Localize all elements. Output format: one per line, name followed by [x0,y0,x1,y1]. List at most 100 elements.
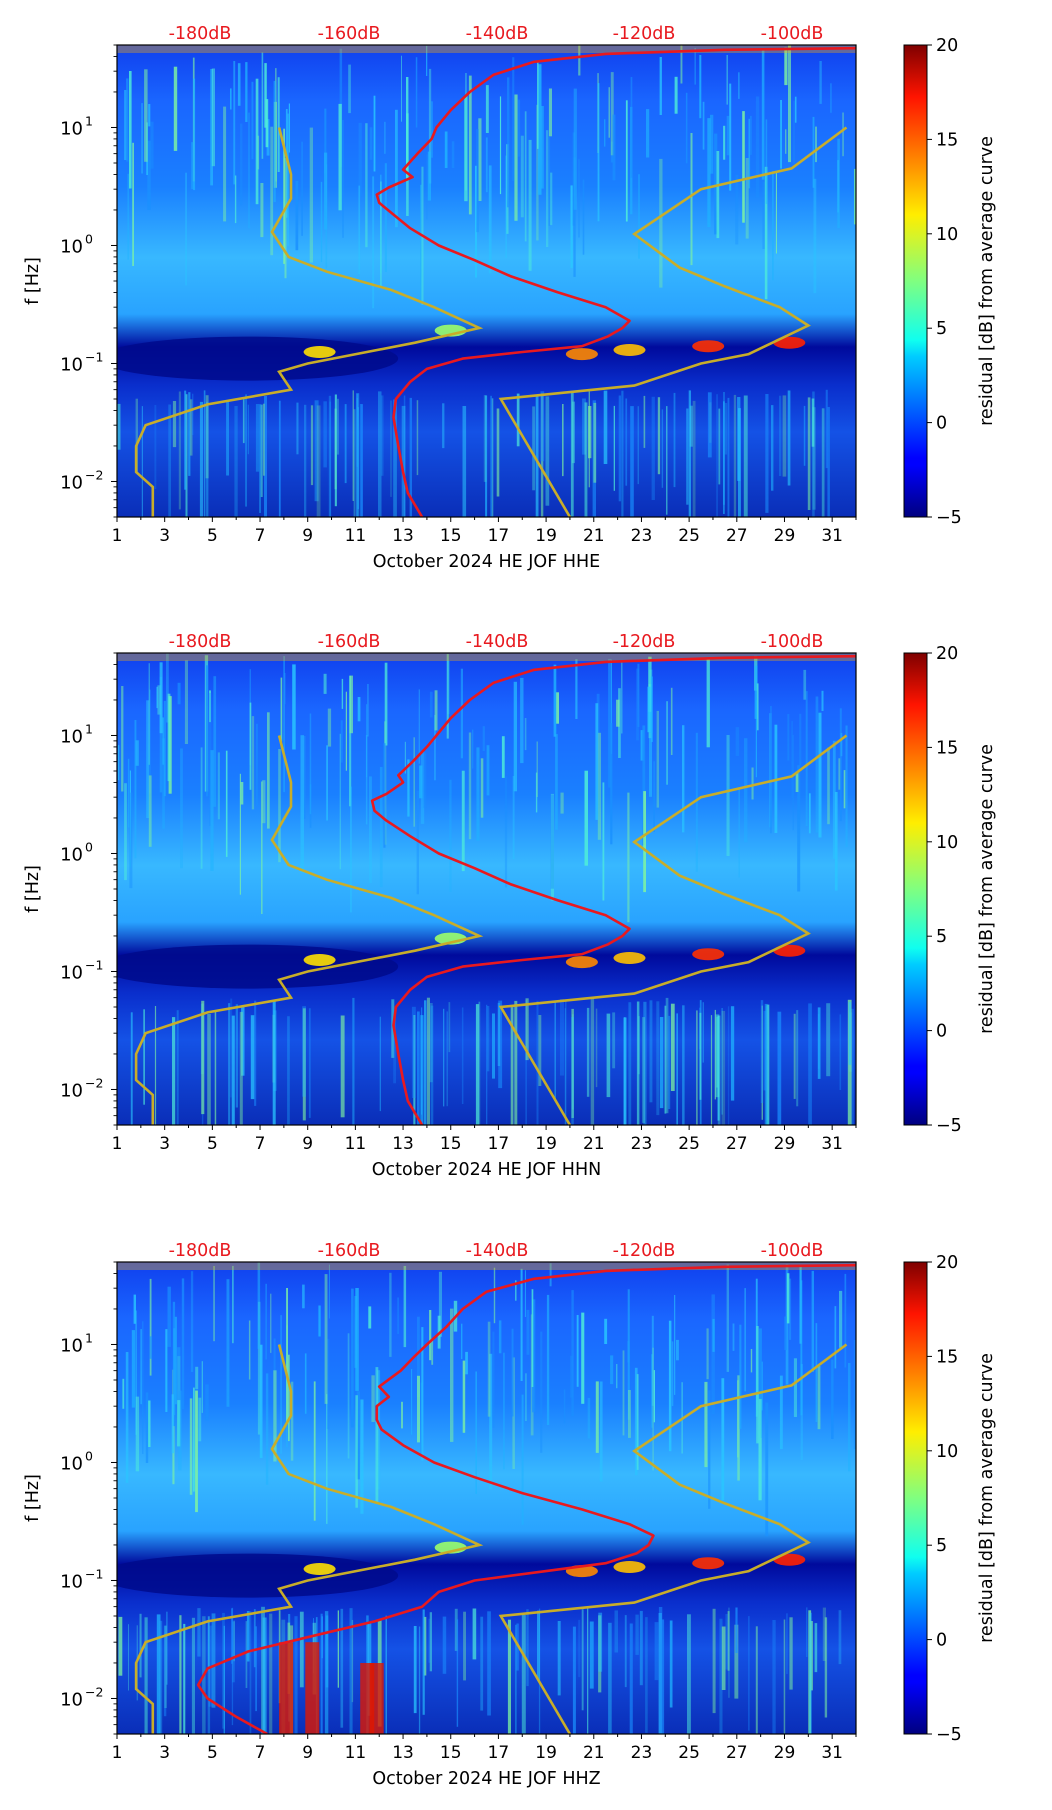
y-tick-exponent: −2 [85,1075,103,1090]
colorbar-tick-label: 0 [936,414,947,434]
db-scale-label: -100dB [761,632,824,652]
colorbar-tick-label: 10 [936,225,958,245]
colorbar-tick-label: −5 [936,508,962,528]
y-tick-exponent: −1 [85,349,103,364]
high-noise-model-curve [498,1343,848,1734]
x-tick-label: 27 [726,1743,748,1763]
heatmap-area [117,1262,856,1734]
x-tick-label: 19 [535,1134,557,1154]
y-tick-exponent: −1 [85,957,103,972]
y-tick-exponent: 1 [85,113,93,128]
colorbar-tick-label: 0 [936,1022,947,1042]
x-tick-label: 9 [302,1134,313,1154]
x-tick-label: 21 [583,1743,605,1763]
x-tick-label: 9 [302,1743,313,1763]
x-tick-label: 15 [440,1743,462,1763]
x-tick-label: 5 [207,1743,218,1763]
y-tick-exponent: 0 [85,231,93,246]
colorbar-tick-label: 5 [936,927,947,947]
x-tick-label: 11 [345,1134,367,1154]
heatmap-texture [117,653,856,1125]
x-tick-label: 1 [112,1743,123,1763]
x-tick-label: 19 [535,526,557,546]
y-tick-exponent: 1 [85,721,93,736]
colorbar-tick-label: 10 [936,1442,958,1462]
y-tick-label: 10 [60,1689,83,1710]
y-tick-label: 10 [60,726,83,747]
y-tick-exponent: −1 [85,1566,103,1581]
low-noise-model-curve [134,1344,484,1734]
x-tick-label: 11 [345,526,367,546]
x-tick-label: 5 [207,1134,218,1154]
heatmap-area [117,653,856,1125]
x-tick-label: 27 [726,526,748,546]
colorbar-tick-label: 10 [936,833,958,853]
y-tick-label: 10 [60,844,83,865]
y-tick-exponent: −2 [85,1684,103,1699]
db-scale-label: -180dB [169,1241,232,1261]
x-tick-label: 5 [207,526,218,546]
y-tick-label: 10 [60,472,83,493]
colorbar-tick-label: 20 [936,1253,958,1273]
colorbar-tick-label: −5 [936,1116,962,1136]
x-tick-label: 3 [159,1743,170,1763]
db-scale-label: -160dB [318,632,381,652]
low-noise-model-curve [134,735,484,1125]
db-scale-label: -180dB [169,24,232,44]
high-noise-model-curve [498,734,848,1125]
db-scale-label: -120dB [613,24,676,44]
high-noise-model-curve [498,126,848,517]
x-tick-label: 29 [774,1743,796,1763]
low-noise-model-curve [134,127,484,517]
heatmap-texture [117,45,856,517]
x-tick-label: 13 [392,1134,414,1154]
x-tick-label: 21 [583,526,605,546]
x-tick-label: 11 [345,1743,367,1763]
x-tick-label: 17 [488,526,510,546]
x-tick-label: 7 [255,1134,266,1154]
colorbar-tick-label: 5 [936,1536,947,1556]
x-tick-label: 23 [631,526,653,546]
x-tick-label: 21 [583,1134,605,1154]
y-axis-label: f [Hz] [23,257,43,305]
x-axis-label: October 2024 HE JOF HHN [372,1160,601,1180]
x-tick-label: 29 [774,1134,796,1154]
db-scale-label: -100dB [761,1241,824,1261]
x-tick-label: 31 [821,526,843,546]
y-tick-label: 10 [60,1080,83,1101]
x-tick-label: 17 [488,1743,510,1763]
colorbar-tick-label: 15 [936,130,958,150]
median-psd-curve [375,46,856,517]
x-tick-label: 29 [774,526,796,546]
x-tick-label: 1 [112,1134,123,1154]
y-tick-label: 10 [60,962,83,983]
x-tick-label: 13 [392,526,414,546]
x-tick-label: 3 [159,526,170,546]
y-axis-label: f [Hz] [23,1474,43,1522]
colorbar-label: residual [dB] from average curve [977,1353,997,1643]
y-tick-label: 10 [60,354,83,375]
x-tick-label: 9 [302,526,313,546]
x-tick-label: 13 [392,1743,414,1763]
db-scale-label: -120dB [613,632,676,652]
y-tick-label: 10 [60,236,83,257]
x-tick-label: 27 [726,1134,748,1154]
median-psd-curve [196,1263,856,1734]
colorbar-tick-label: 5 [936,319,947,339]
colorbar-label: residual [dB] from average curve [977,136,997,426]
x-tick-label: 25 [678,1134,700,1154]
y-tick-label: 10 [60,1571,83,1592]
median-psd-curve [370,654,856,1125]
x-tick-label: 7 [255,526,266,546]
x-tick-label: 23 [631,1743,653,1763]
colorbar-tick-label: 20 [936,644,958,664]
db-scale-label: -160dB [318,24,381,44]
db-scale-label: -180dB [169,632,232,652]
colorbar-tick-label: −5 [936,1725,962,1745]
db-scale-label: -160dB [318,1241,381,1261]
x-tick-label: 25 [678,526,700,546]
x-tick-label: 17 [488,1134,510,1154]
